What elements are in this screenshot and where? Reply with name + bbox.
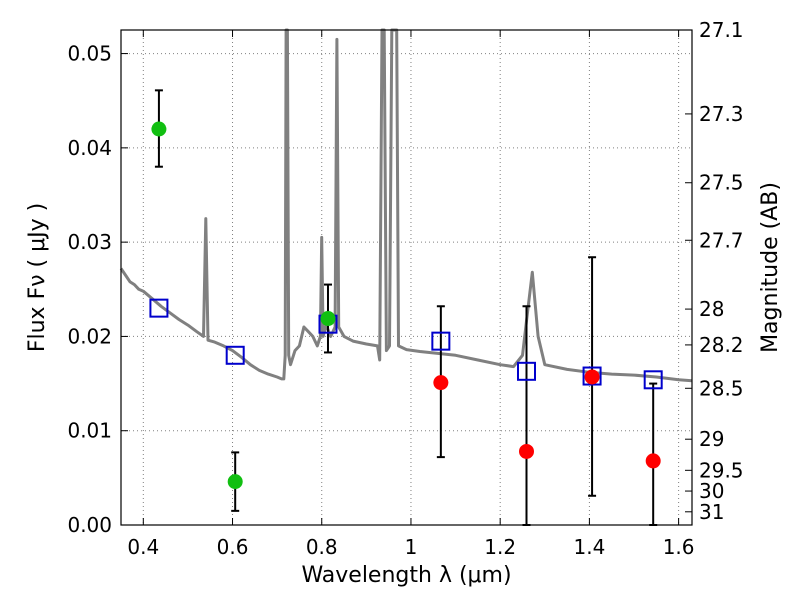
x-tick-label: 1 [405, 535, 418, 559]
model-box-marker [516, 361, 536, 381]
detection-point [151, 121, 167, 137]
x-tick-label: 0.6 [217, 535, 249, 559]
right-tick-label: 29.5 [699, 458, 744, 482]
right-tick-label: 27.1 [699, 18, 744, 42]
right-tick-label: 27.7 [699, 228, 744, 252]
y-axis-ticks: 0.00 0.01 0.02 0.03 0.04 0.05 [67, 42, 128, 537]
non-detection-point [645, 453, 661, 469]
y-axis-label: Flux Fν ( μJy ) [25, 203, 50, 352]
detection-point [320, 311, 336, 327]
non-detection-point [518, 443, 534, 459]
x-tick-label: 1.4 [573, 535, 605, 559]
y-tick-label: 0.04 [67, 136, 112, 160]
y-tick-label: 0.03 [67, 230, 112, 254]
x-tick-label: 1.6 [663, 535, 695, 559]
right-tick-label: 30 [699, 479, 724, 503]
non-detection-point [433, 375, 449, 391]
right-tick-label: 27.5 [699, 171, 744, 195]
x-tick-label: 0.8 [306, 535, 338, 559]
data-markers [149, 121, 663, 490]
model-box-marker [225, 345, 245, 365]
model-box-marker [431, 331, 451, 351]
error-bars [154, 89, 658, 526]
non-detection-point [584, 369, 600, 385]
x-axis-label: Wavelength λ (μm) [301, 563, 511, 588]
right-tick-label: 28.2 [699, 333, 744, 357]
right-tick-label: 28.5 [699, 376, 744, 400]
sed-line [119, 28, 693, 383]
right-tick-label: 28 [699, 297, 724, 321]
right-tick-label: 27.3 [699, 102, 744, 126]
y-tick-label: 0.01 [67, 419, 112, 443]
y-tick-label: 0.00 [67, 513, 112, 537]
right-axis-label: Magnitude (AB) [758, 182, 783, 353]
plot-frame [120, 29, 693, 526]
model-box-marker [643, 370, 663, 390]
model-box-marker [149, 298, 169, 318]
model-box-marker [582, 366, 602, 386]
x-axis-ticks: 0.4 0.6 0.8 1 1.2 1.4 1.6 [127, 30, 695, 559]
right-tick-label: 31 [699, 500, 724, 524]
y-tick-label: 0.02 [67, 324, 112, 348]
y-tick-label: 0.05 [67, 42, 112, 66]
x-tick-label: 1.2 [484, 535, 516, 559]
detection-point [227, 474, 243, 490]
right-tick-label: 29 [699, 427, 724, 451]
grid-lines [121, 30, 692, 526]
sed-model-curve [119, 28, 693, 383]
x-tick-label: 0.4 [127, 535, 159, 559]
